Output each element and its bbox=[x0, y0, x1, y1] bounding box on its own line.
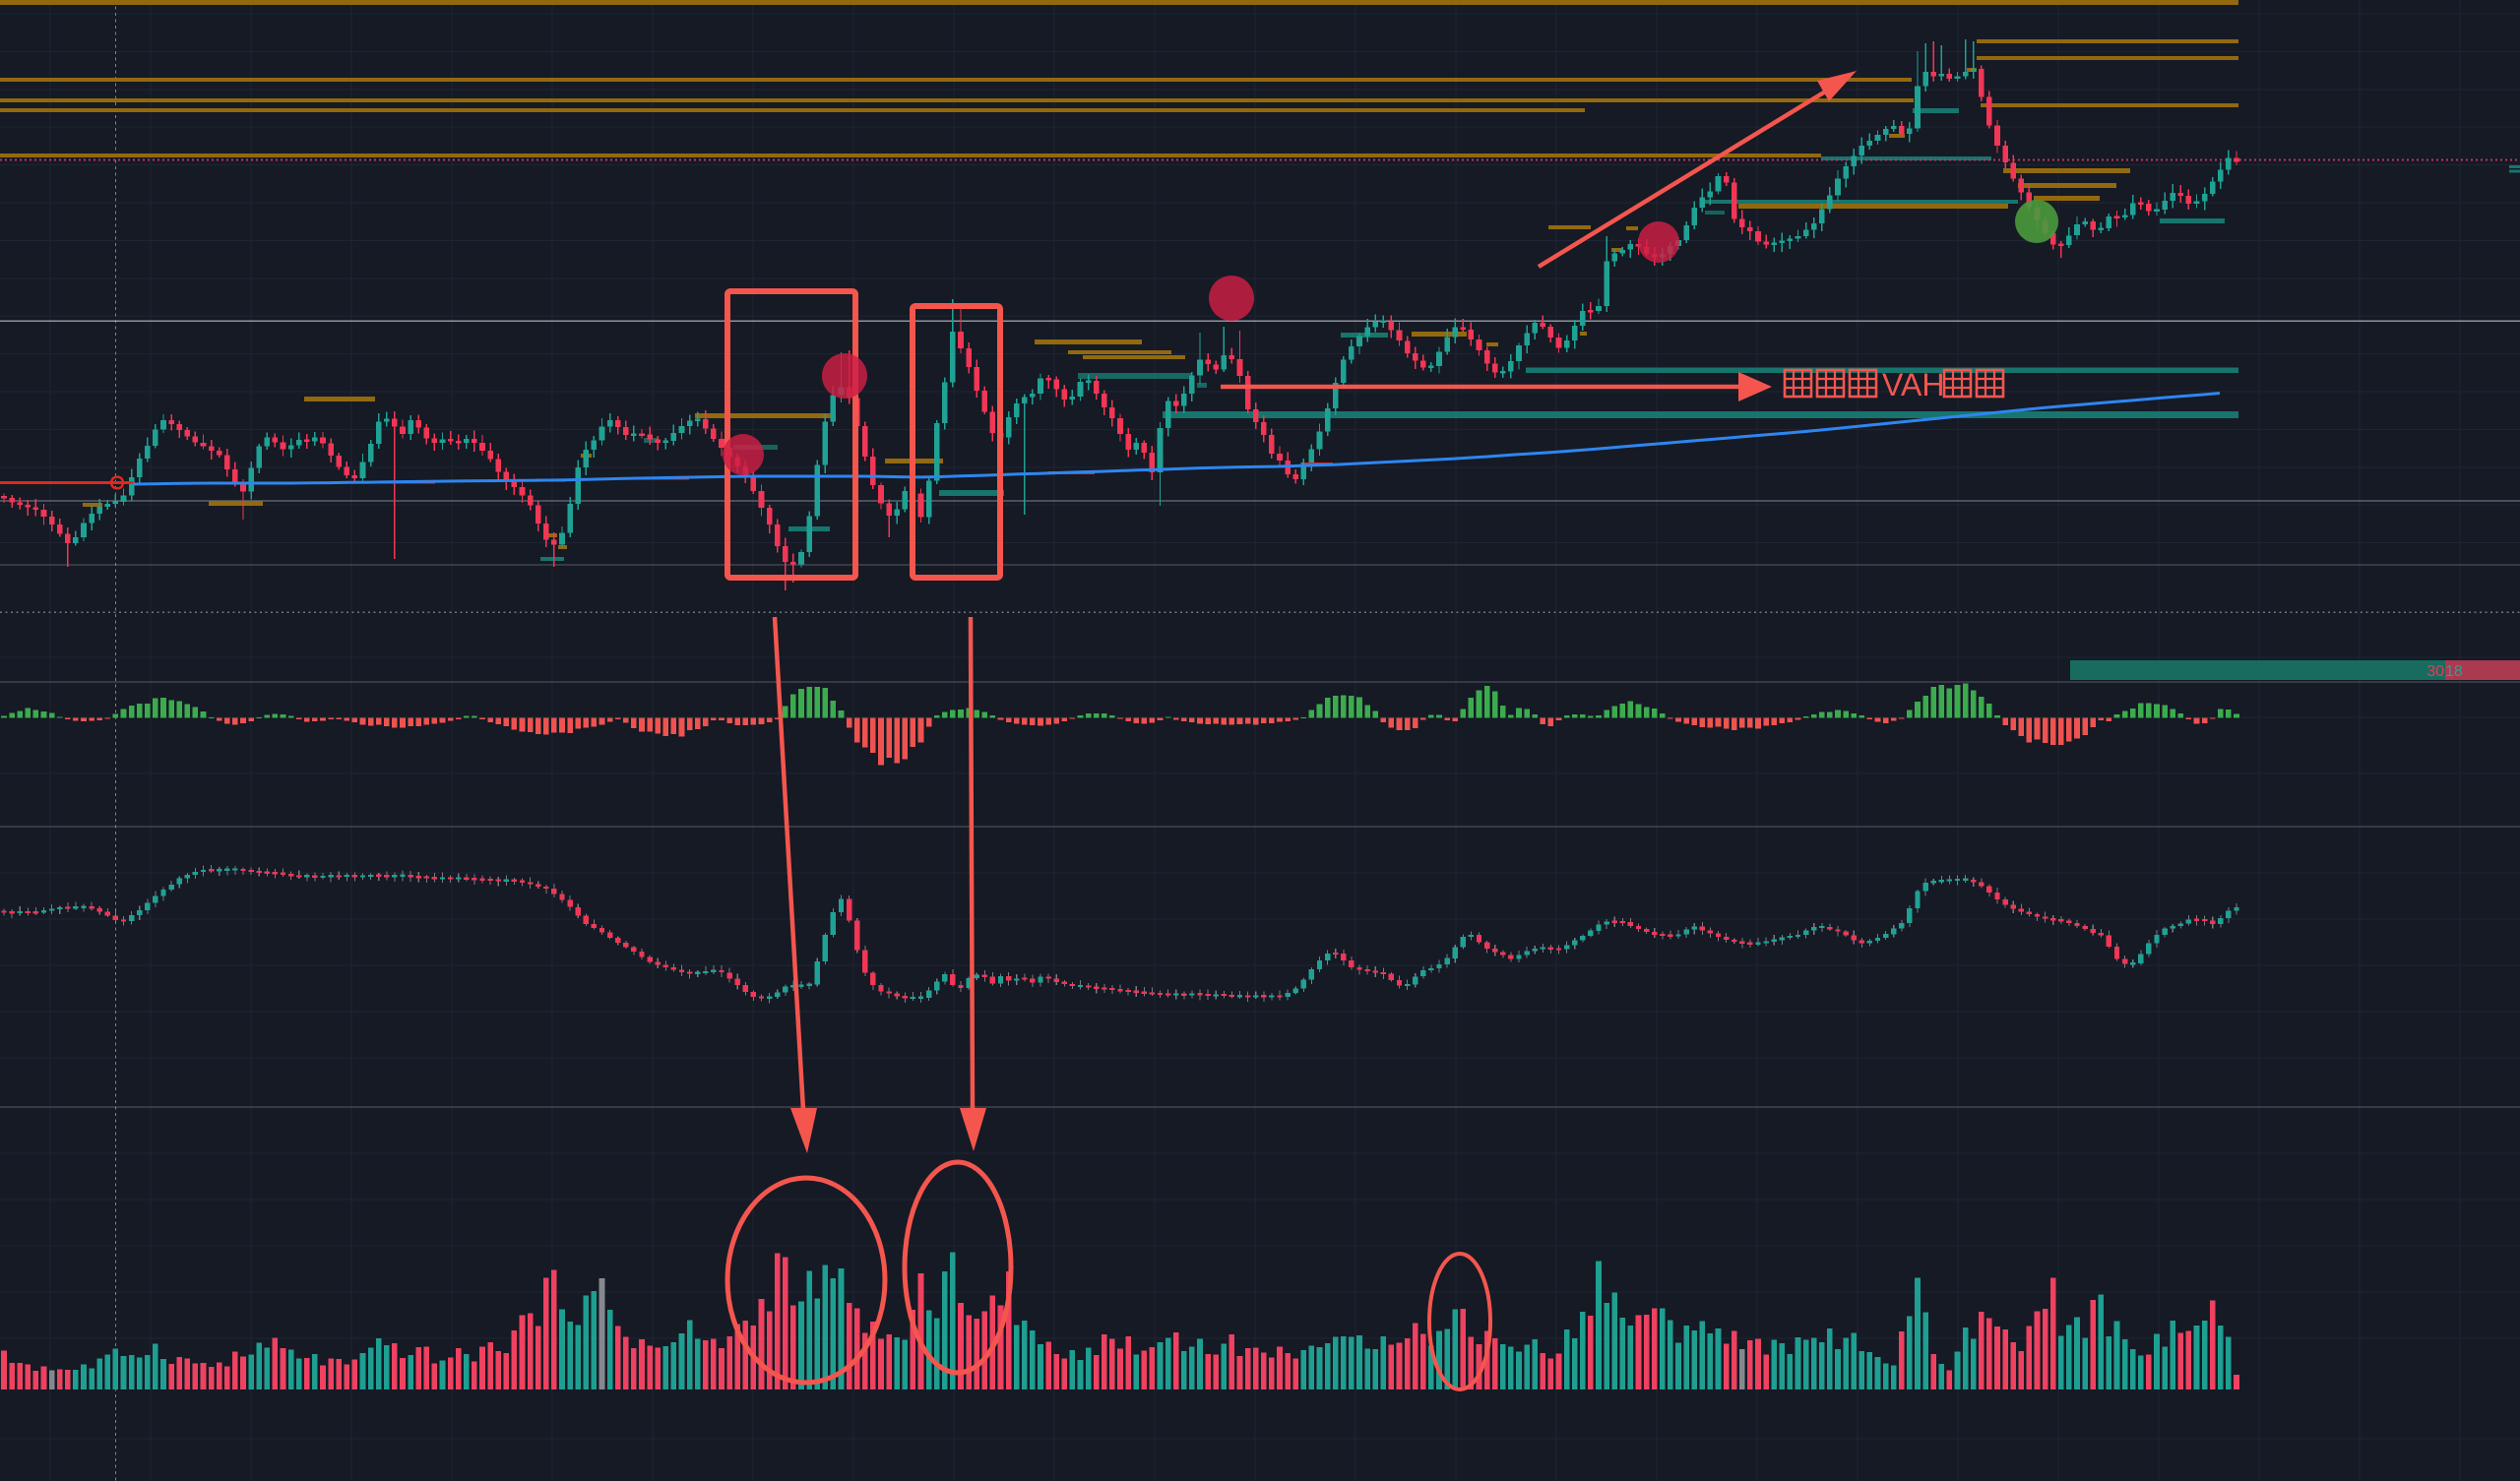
svg-text:18: 18 bbox=[2445, 663, 2463, 680]
svg-text:30: 30 bbox=[2426, 663, 2444, 680]
svg-text:VAH: VAH bbox=[1882, 367, 1944, 402]
